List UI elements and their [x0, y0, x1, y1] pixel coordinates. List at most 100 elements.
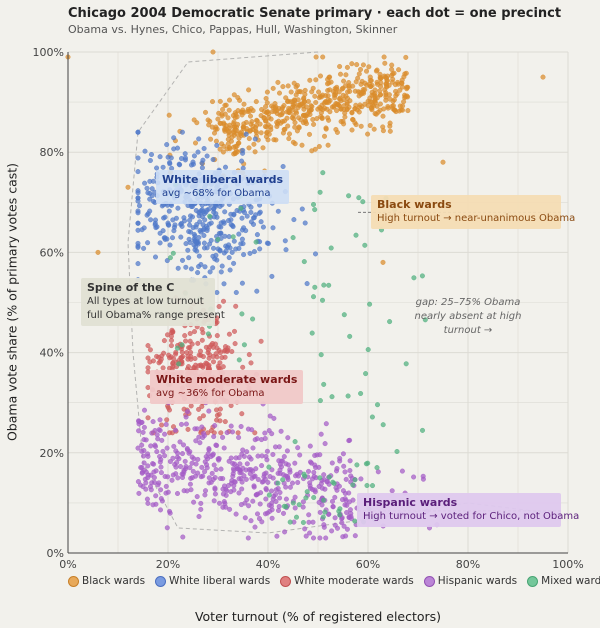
point-white-liberal-wards: [214, 257, 220, 263]
point-hispanic-wards: [375, 469, 381, 475]
point-white-moderate-wards: [195, 340, 201, 346]
point-mixed-wards: [215, 236, 221, 242]
point-white-liberal-wards: [142, 180, 148, 186]
point-black-wards: [335, 102, 341, 108]
point-white-liberal-wards: [152, 254, 158, 260]
point-hispanic-wards: [358, 476, 364, 482]
point-black-wards: [298, 117, 304, 123]
point-white-liberal-wards: [164, 236, 170, 242]
point-mixed-wards: [374, 465, 380, 471]
point-white-moderate-wards: [186, 345, 192, 351]
point-hispanic-wards: [269, 515, 275, 521]
point-white-liberal-wards: [270, 225, 276, 231]
point-hispanic-wards: [165, 489, 171, 495]
point-black-wards: [328, 79, 334, 85]
point-hispanic-wards: [150, 502, 156, 508]
point-white-moderate-wards: [215, 363, 221, 369]
point-black-wards: [294, 110, 300, 116]
point-white-liberal-wards: [174, 145, 180, 151]
point-hispanic-wards: [206, 447, 212, 453]
point-hispanic-wards: [340, 497, 346, 503]
point-hispanic-wards: [259, 479, 265, 485]
point-hispanic-wards: [157, 507, 163, 513]
point-white-moderate-wards: [248, 360, 254, 366]
point-mixed-wards: [292, 439, 298, 445]
point-black-wards-outlier: [540, 74, 546, 80]
point-black-wards: [241, 109, 247, 115]
point-white-liberal-wards: [135, 210, 141, 216]
point-white-liberal-wards: [204, 225, 210, 231]
point-black-wards: [280, 118, 286, 124]
point-hispanic-wards: [326, 511, 332, 517]
point-mixed-wards: [403, 361, 409, 367]
point-white-moderate-wards: [214, 412, 220, 418]
point-mixed-wards: [360, 199, 366, 205]
point-black-wards: [405, 108, 411, 114]
point-white-moderate-wards: [197, 416, 203, 422]
point-mixed-wards: [205, 331, 211, 337]
point-mixed-wards: [320, 514, 326, 520]
axes: [67, 52, 568, 554]
point-white-liberal-wards: [135, 261, 141, 267]
point-black-wards: [366, 64, 372, 70]
point-mixed-wards: [364, 483, 370, 489]
point-hispanic-wards: [217, 476, 223, 482]
point-hispanic-wards: [322, 486, 328, 492]
point-hispanic-wards: [170, 472, 176, 478]
point-black-wards: [344, 64, 350, 70]
point-mixed-wards: [322, 509, 328, 515]
point-hispanic-wards: [180, 442, 186, 448]
point-white-liberal-wards: [210, 245, 216, 251]
point-hispanic-wards: [335, 525, 341, 531]
point-black-wards: [315, 106, 321, 112]
point-white-liberal-wards: [254, 232, 260, 238]
point-hispanic-wards: [238, 424, 244, 430]
point-hispanic-wards: [212, 491, 218, 497]
point-black-wards: [241, 126, 247, 132]
point-white-moderate-wards: [198, 363, 204, 369]
point-hispanic-wards: [209, 470, 215, 476]
point-hispanic-wards: [195, 456, 201, 462]
point-black-wards: [320, 92, 326, 98]
point-black-wards: [297, 102, 303, 108]
point-mixed-wards: [387, 319, 393, 325]
point-hispanic-wards: [193, 438, 199, 444]
point-hispanic-wards: [307, 530, 313, 536]
point-black-wards: [220, 106, 226, 112]
point-black-wards: [225, 141, 231, 147]
point-white-moderate-wards: [192, 356, 198, 362]
point-white-liberal-wards: [197, 219, 203, 225]
point-hispanic-wards: [145, 472, 151, 478]
point-white-moderate-wards: [182, 333, 188, 339]
point-hispanic-wards: [306, 468, 312, 474]
point-black-wards: [349, 127, 355, 133]
point-white-liberal-wards: [253, 212, 259, 218]
point-mixed-wards: [290, 235, 296, 241]
point-mixed-wards: [311, 294, 317, 300]
point-black-wards: [343, 72, 349, 78]
point-black-wards: [219, 113, 225, 119]
point-hispanic-wards: [164, 445, 170, 451]
point-black-wards: [283, 95, 289, 101]
point-white-liberal-wards: [231, 212, 237, 218]
point-black-wards: [352, 88, 358, 94]
point-white-liberal-wards: [202, 264, 208, 270]
point-white-liberal-wards: [210, 265, 216, 271]
point-mixed-wards: [312, 207, 318, 213]
point-mixed-wards: [337, 512, 343, 518]
point-black-wards-outlier: [380, 259, 386, 265]
point-hispanic-wards: [165, 474, 171, 480]
point-white-liberal-wards: [166, 208, 172, 214]
point-white-liberal-wards: [194, 248, 200, 254]
point-mixed-wards: [369, 414, 375, 420]
point-black-wards: [246, 108, 252, 114]
point-hispanic-wards: [143, 437, 149, 443]
point-mixed-wards: [363, 371, 369, 377]
point-white-moderate-wards: [159, 422, 165, 428]
point-black-wards: [280, 84, 286, 90]
point-hispanic-wards: [276, 504, 282, 510]
point-hispanic-wards: [337, 458, 343, 464]
point-hispanic-wards: [198, 500, 204, 506]
point-hispanic-wards: [212, 423, 218, 429]
point-white-moderate-wards: [147, 347, 153, 353]
